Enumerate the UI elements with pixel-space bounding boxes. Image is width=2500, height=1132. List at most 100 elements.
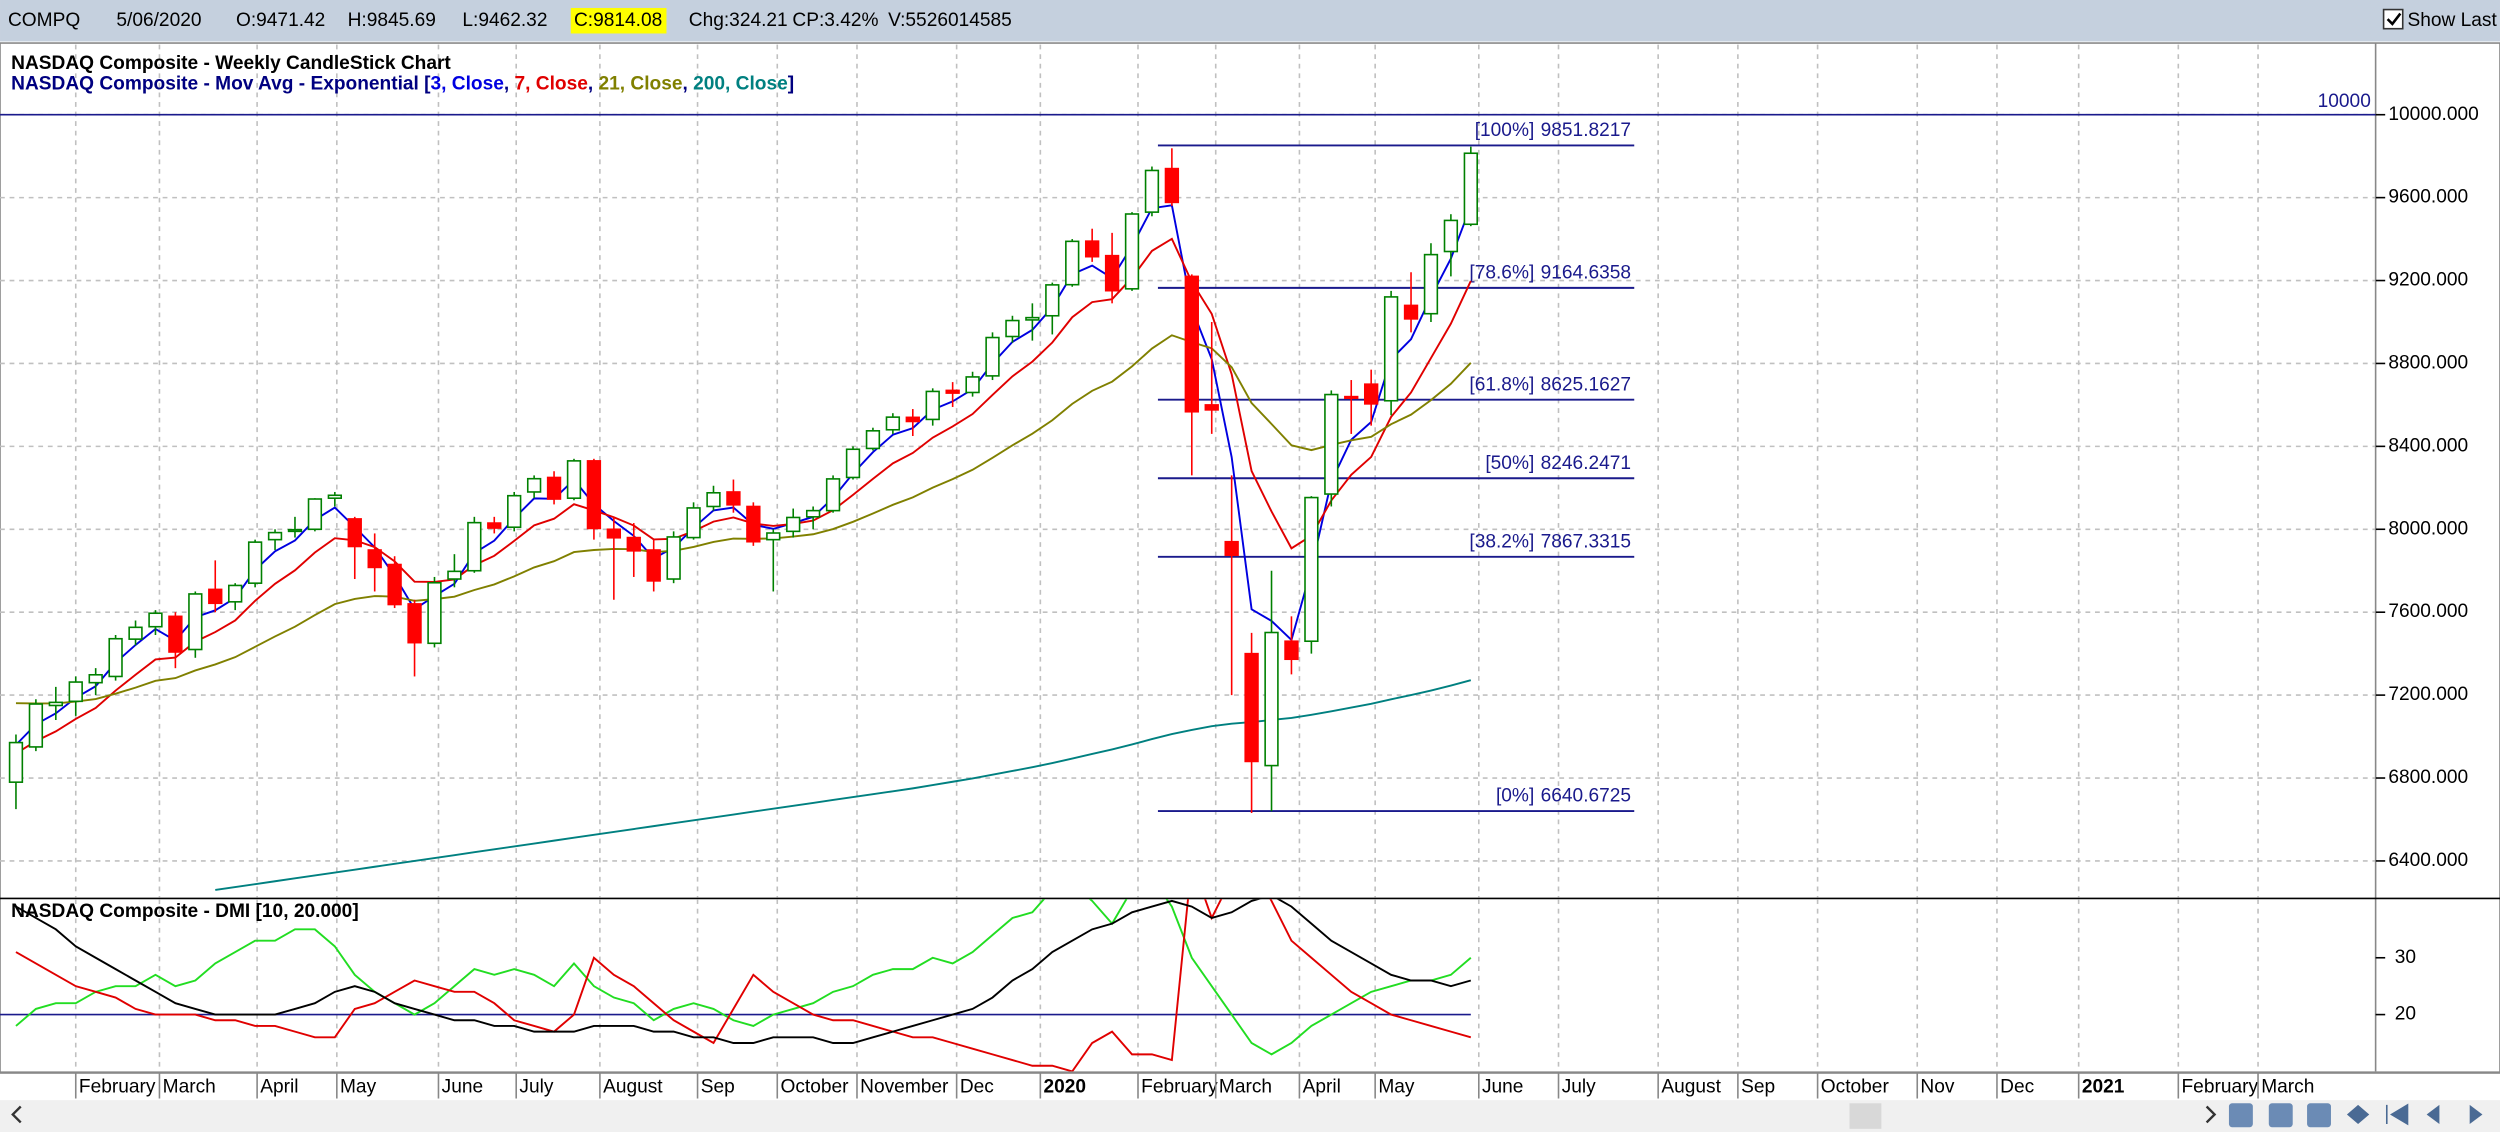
candle-body — [367, 549, 382, 569]
fib-percent: [0%] — [1496, 786, 1534, 807]
dmi-panel — [0, 899, 1472, 1072]
candle-body — [1045, 284, 1060, 317]
x-tick-label: Sep — [701, 1076, 735, 1097]
candle-body — [586, 460, 602, 530]
candle-body — [427, 581, 442, 645]
fib-value: 7867.3315 — [1541, 531, 1631, 552]
candle-body — [247, 541, 263, 584]
candle-body — [168, 615, 183, 653]
x-tick-label: May — [1378, 1076, 1415, 1097]
checkbox[interactable] — [2382, 8, 2404, 30]
candle-body — [467, 521, 482, 572]
candle-body — [1084, 240, 1100, 258]
candle-body — [1005, 319, 1020, 338]
x-tick-label: Dec — [2000, 1076, 2034, 1097]
candle-body — [786, 516, 801, 533]
x-tick-label: June — [1482, 1076, 1523, 1097]
candle-body — [985, 336, 1000, 377]
scroll-left[interactable] — [11, 1105, 22, 1124]
candle-body — [845, 448, 861, 479]
y-tick-label: 7600.000 — [2388, 601, 2468, 622]
zoom-button[interactable] — [2307, 1103, 2331, 1128]
x-tick-label: August — [1661, 1076, 1721, 1097]
candle-body — [1065, 240, 1080, 286]
toolbar — [0, 0, 2500, 42]
candle-body — [526, 477, 542, 493]
chart-title: NASDAQ Composite - Weekly CandleStick Ch… — [11, 53, 451, 74]
fit-button[interactable] — [2346, 1104, 2370, 1125]
candle-body — [825, 478, 841, 512]
start-button[interactable] — [2385, 1103, 2409, 1126]
candle-body — [925, 390, 940, 421]
candle-body — [1344, 395, 1359, 400]
price-panel: [100%] 9851.8217 [78.6%] 9164.6358 [61.8%] 86… — [0, 113, 2376, 891]
candle-body — [666, 536, 681, 580]
dmi-line — [15, 899, 1472, 1056]
scroll-thumb[interactable] — [1849, 1103, 1882, 1129]
scrollbar[interactable] — [0, 1100, 2500, 1132]
y-tick-label: 8800.000 — [2388, 352, 2468, 373]
ema-line — [15, 334, 1472, 705]
y-tick-label: 7200.000 — [2388, 684, 2468, 705]
candle-body — [1304, 496, 1319, 643]
x-tick-label: February — [1141, 1076, 1218, 1097]
candle-body — [327, 494, 343, 499]
fib-value: 8246.2471 — [1541, 453, 1631, 474]
candle-body — [726, 491, 741, 506]
x-tick-label: November — [860, 1076, 949, 1097]
candle-body — [766, 532, 781, 541]
y-tick-label: 6400.000 — [2388, 850, 2468, 871]
candle-body — [347, 518, 362, 548]
change: Chg:324.21 — [689, 10, 788, 31]
x-tick-label: 2020 — [1044, 1076, 1087, 1097]
legend-suffix: ] — [788, 74, 794, 95]
candle-body — [407, 603, 422, 644]
legend-separator: , — [504, 74, 515, 95]
candle-body — [646, 549, 661, 582]
x-tick-label: Dec — [960, 1076, 994, 1097]
symbol: COMPQ — [8, 10, 80, 31]
open: O:9471.42 — [236, 10, 325, 31]
x-tick-label: June — [442, 1076, 483, 1097]
prev-button[interactable] — [2426, 1104, 2440, 1125]
x-tick-label: April — [260, 1076, 298, 1097]
fib-value: 8625.1627 — [1541, 374, 1631, 395]
x-tick-label: Nov — [1920, 1076, 1954, 1097]
fib-value: 9164.6358 — [1541, 263, 1631, 284]
candle-body — [746, 505, 761, 543]
zoom-button[interactable] — [2268, 1103, 2293, 1128]
candle-body — [706, 491, 721, 508]
scroll-right[interactable] — [2205, 1105, 2217, 1124]
legend-entry: 200, Close — [693, 74, 788, 95]
candle-body — [447, 570, 462, 580]
candle-body — [228, 584, 243, 603]
legend-entry: 21, Close — [599, 74, 683, 95]
candle-body — [1363, 383, 1379, 405]
fib-percent: [78.6%] — [1469, 263, 1534, 284]
next-button[interactable] — [2469, 1104, 2483, 1125]
candle-body — [287, 528, 303, 533]
x-tick-label: October — [780, 1076, 849, 1097]
x-tick-label: Sep — [1741, 1076, 1775, 1097]
x-tick-label: March — [1219, 1076, 1272, 1097]
zoom-button[interactable] — [2228, 1103, 2253, 1128]
x-tick-label: March — [2261, 1076, 2314, 1097]
ema-line — [215, 679, 1472, 891]
fib-percent: [100%] — [1475, 120, 1535, 141]
x-tick-label: February — [2182, 1076, 2259, 1097]
candle-body — [1443, 219, 1459, 253]
x-tick-label: 2021 — [2082, 1076, 2125, 1097]
fib-label: [50%] 8246.2471 — [1485, 453, 1631, 474]
y-tick-label: 30 — [2395, 947, 2416, 968]
candle-body — [1403, 304, 1419, 320]
show-last-label[interactable]: Show Last — [2408, 10, 2498, 31]
candle-body — [1164, 167, 1180, 204]
y-tick-label: 8400.000 — [2388, 435, 2468, 456]
candle-body — [188, 593, 203, 651]
checkmark — [2386, 12, 2402, 26]
candle-body — [885, 416, 901, 431]
fib-label: [38.2%] 7867.3315 — [1469, 531, 1631, 552]
date: 5/06/2020 — [116, 10, 201, 31]
dmi-title: NASDAQ Composite - DMI [10, 20.000] — [11, 901, 359, 922]
